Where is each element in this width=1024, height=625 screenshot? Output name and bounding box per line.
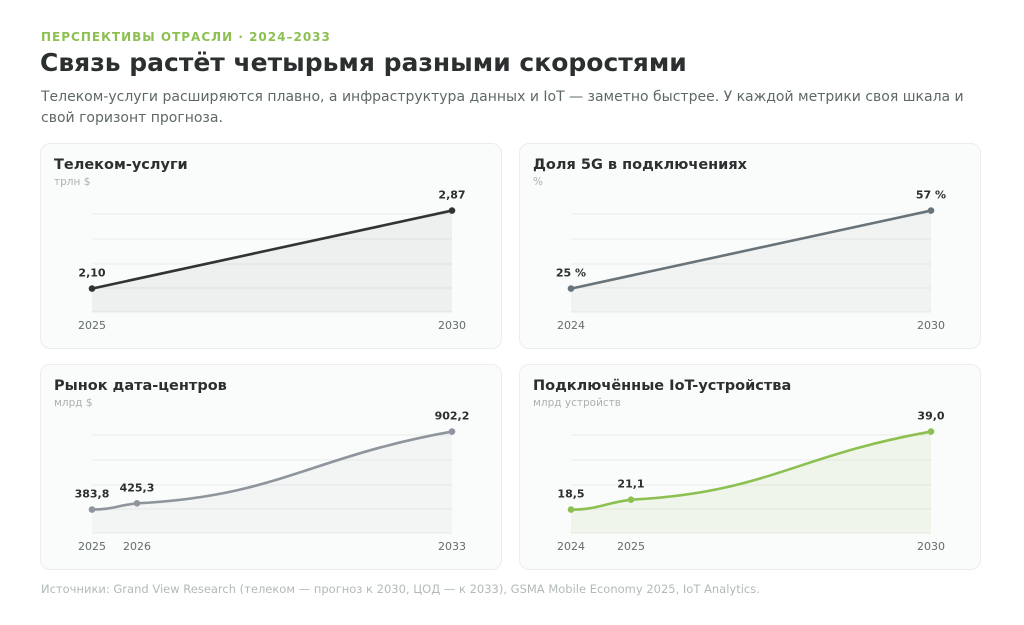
series-line — [569, 430, 933, 511]
x-tick-label: 2024 — [557, 540, 585, 553]
data-point — [448, 428, 456, 435]
data-point — [88, 506, 96, 513]
page-title: Связь растёт четырьмя разными скоростями — [40, 48, 687, 77]
x-tick-label: 2030 — [917, 540, 945, 553]
chart-card-5g-share: Доля 5G в подключениях % 25 % 2024 57 % 203… — [519, 143, 981, 349]
chart-title: Доля 5G в подключениях — [533, 157, 747, 173]
x-tick-label: 2024 — [557, 319, 585, 332]
source-note: Источники: Grand View Research (телеком … — [41, 582, 760, 596]
data-point — [927, 428, 935, 435]
series-area — [571, 210, 931, 312]
chart-iot: 18,5 2024 21,1 2025 39,0 2030 — [557, 410, 945, 553]
series-line — [90, 209, 454, 290]
page-subtitle: Телеком-услуги расширяются плавно, а инф… — [41, 89, 964, 126]
data-label: 2,87 — [438, 189, 465, 202]
data-point — [88, 285, 96, 292]
data-point — [133, 500, 141, 507]
chart-card-datacenter: Рынок дата-центров млрд $ 383,8 2025 425,3… — [40, 364, 502, 570]
x-tick-label: 2025 — [78, 319, 106, 332]
chart-title: Рынок дата-центров — [54, 378, 227, 394]
x-tick-label: 2033 — [438, 540, 466, 553]
chart-card-telecom: Телеком-услуги трлн $ 2,10 2025 2,87 2030 — [40, 143, 502, 349]
x-tick-label: 2026 — [123, 540, 151, 553]
data-label: 39,0 — [917, 410, 944, 423]
data-point — [567, 506, 575, 513]
data-label: 25 % — [556, 267, 586, 280]
data-label: 57 % — [916, 189, 946, 202]
data-label: 21,1 — [617, 478, 644, 491]
x-tick-label: 2025 — [617, 540, 645, 553]
x-tick-label: 2030 — [917, 319, 945, 332]
chart-title: Подключённые IoT-устройства — [533, 378, 792, 394]
x-tick-label: 2030 — [438, 319, 466, 332]
data-label: 2,10 — [78, 267, 105, 280]
chart-unit: трлн $ — [54, 176, 91, 188]
x-tick-label: 2025 — [78, 540, 106, 553]
chart-telecom: 2,10 2025 2,87 2030 — [78, 189, 466, 332]
data-label: 902,2 — [435, 410, 470, 423]
chart-unit: млрд устройств — [533, 397, 621, 409]
series-area — [92, 210, 452, 312]
chart-title: Телеком-услуги — [54, 157, 188, 173]
data-label: 383,8 — [75, 488, 110, 501]
chart-unit: % — [533, 176, 543, 188]
series-line — [90, 430, 454, 511]
chart-card-iot: Подключённые IoT-устройства млрд устройс… — [519, 364, 981, 570]
chart-5g-share: 25 % 2024 57 % 2030 — [556, 189, 946, 332]
series-line — [569, 209, 933, 290]
data-label: 425,3 — [120, 481, 155, 494]
data-point — [448, 207, 456, 214]
data-point — [567, 285, 575, 292]
data-label: 18,5 — [557, 488, 584, 501]
chart-datacenter: 383,8 2025 425,3 2026 902,2 2033 — [75, 410, 470, 553]
data-point — [627, 496, 635, 503]
data-point — [927, 207, 935, 214]
chart-unit: млрд $ — [54, 397, 93, 409]
eyebrow-label: ПЕРСПЕКТИВЫ ОТРАСЛИ · 2024–2033 — [41, 30, 331, 44]
